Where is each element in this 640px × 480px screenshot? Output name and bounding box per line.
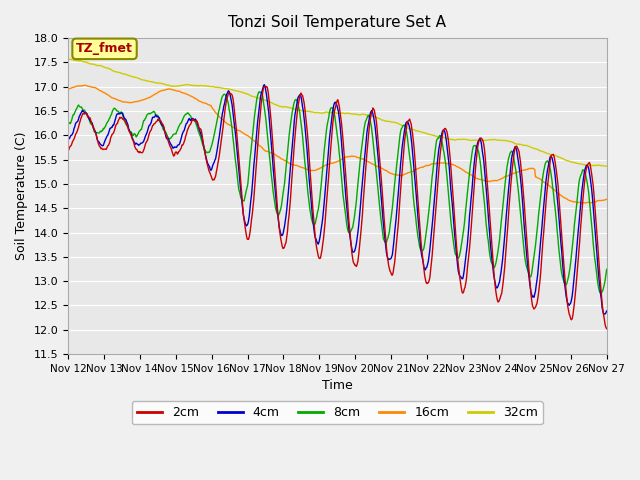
Line: 32cm: 32cm — [68, 59, 607, 166]
8cm — [129, 132, 137, 138]
16cm — [74, 83, 82, 89]
32cm — [603, 163, 611, 169]
16cm — [64, 86, 72, 92]
4cm — [600, 312, 607, 317]
16cm — [603, 196, 611, 202]
8cm — [419, 247, 427, 253]
32cm — [213, 84, 221, 90]
Line: 16cm: 16cm — [68, 85, 607, 203]
2cm — [74, 127, 82, 132]
4cm — [74, 119, 82, 124]
2cm — [419, 259, 427, 265]
4cm — [129, 137, 137, 143]
Line: 8cm: 8cm — [68, 92, 607, 293]
16cm — [404, 170, 412, 176]
16cm — [213, 111, 221, 117]
16cm — [81, 82, 88, 88]
2cm — [404, 120, 412, 126]
32cm — [64, 56, 72, 62]
Legend: 2cm, 4cm, 8cm, 16cm, 32cm: 2cm, 4cm, 8cm, 16cm, 32cm — [132, 401, 543, 424]
32cm — [65, 56, 72, 62]
16cm — [185, 92, 193, 98]
8cm — [598, 290, 605, 296]
8cm — [184, 110, 192, 116]
Text: TZ_fmet: TZ_fmet — [76, 42, 133, 55]
8cm — [212, 121, 220, 127]
32cm — [75, 58, 83, 63]
16cm — [419, 164, 427, 170]
8cm — [255, 89, 263, 95]
4cm — [260, 82, 268, 87]
2cm — [129, 138, 137, 144]
Title: Tonzi Soil Temperature Set A: Tonzi Soil Temperature Set A — [228, 15, 446, 30]
32cm — [419, 130, 427, 135]
Line: 2cm: 2cm — [68, 86, 607, 329]
16cm — [130, 99, 138, 105]
32cm — [602, 163, 609, 169]
4cm — [603, 308, 611, 314]
32cm — [130, 74, 138, 80]
8cm — [64, 121, 72, 127]
4cm — [419, 259, 427, 264]
X-axis label: Time: Time — [322, 379, 353, 392]
2cm — [64, 147, 72, 153]
8cm — [603, 266, 611, 272]
4cm — [404, 119, 412, 125]
32cm — [404, 125, 412, 131]
8cm — [74, 103, 82, 109]
16cm — [578, 200, 586, 206]
Line: 4cm: 4cm — [68, 84, 607, 314]
2cm — [603, 326, 611, 332]
2cm — [262, 84, 270, 89]
Y-axis label: Soil Temperature (C): Soil Temperature (C) — [15, 132, 28, 260]
8cm — [404, 134, 412, 140]
4cm — [212, 152, 220, 157]
4cm — [184, 119, 192, 124]
2cm — [212, 169, 220, 175]
32cm — [185, 82, 193, 88]
2cm — [184, 126, 192, 132]
4cm — [64, 137, 72, 143]
